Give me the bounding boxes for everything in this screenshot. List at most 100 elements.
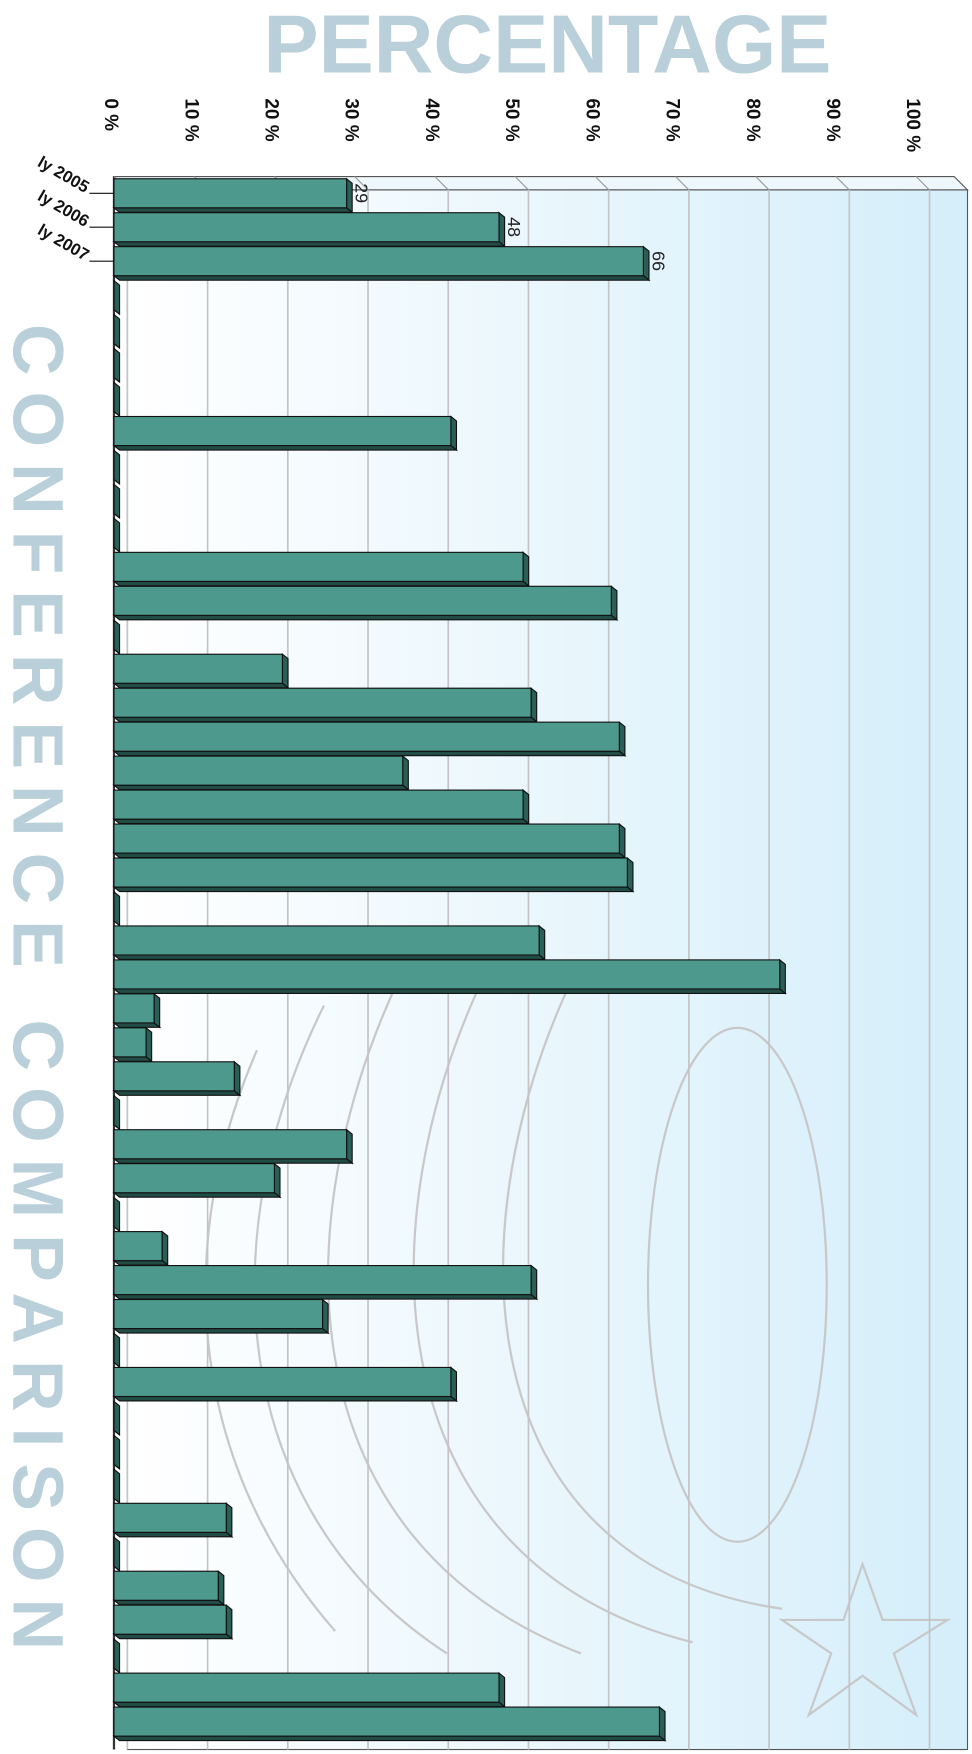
- bar-group: [112, 415, 459, 452]
- bar-bottom: [112, 954, 547, 961]
- bar-bottom: [112, 784, 410, 791]
- bar-side: [113, 1196, 121, 1233]
- bar-group: [112, 1060, 242, 1097]
- bar-bottom: [113, 343, 120, 349]
- bar-bottom: [112, 1701, 507, 1708]
- chart-title: PERCENTAGE: [263, 0, 831, 91]
- bar-group: [113, 1400, 121, 1437]
- bar-bottom: [112, 988, 787, 994]
- bar-side: [538, 924, 546, 961]
- x-tick-label: 40 %: [421, 98, 442, 141]
- bar: [113, 993, 155, 1024]
- bar: [113, 212, 500, 243]
- data-label: 29: [352, 183, 372, 203]
- bar-group: [112, 687, 539, 723]
- bar-bottom: [112, 1531, 234, 1538]
- bar-bottom: [112, 241, 507, 247]
- bar-side: [402, 754, 409, 791]
- bar-side: [522, 788, 530, 825]
- bar-group: [112, 653, 290, 689]
- bar-group: [112, 1230, 170, 1267]
- bar-group: [113, 449, 121, 486]
- bar: [113, 653, 283, 684]
- bar-side: [113, 1434, 121, 1471]
- bar-group: [112, 1671, 507, 1708]
- bar-group: [113, 279, 121, 316]
- bar-group: [113, 347, 121, 384]
- bar-bottom: [112, 750, 627, 757]
- bar-side: [530, 1264, 538, 1301]
- bar-group: [113, 381, 121, 418]
- bar-group: [113, 313, 121, 350]
- bar-group: [112, 754, 410, 791]
- bar: [113, 959, 781, 990]
- bar-group: [112, 585, 619, 621]
- bar-side: [113, 449, 121, 486]
- bar-group: [113, 1094, 121, 1131]
- bar-group: [112, 245, 651, 282]
- bar-bottom: [112, 1633, 234, 1640]
- bar: [113, 687, 532, 718]
- bar-side: [618, 822, 626, 859]
- bar-group: [112, 958, 787, 995]
- bar-bottom: [112, 1395, 459, 1402]
- bar-side: [113, 1400, 121, 1437]
- bar-group: [112, 1298, 330, 1335]
- x-tick-label: 100 %: [902, 98, 923, 152]
- bar-side: [658, 1705, 666, 1742]
- chart-subtitle: CONFERENCE COMPARISON: [0, 324, 77, 1653]
- bar-bottom: [112, 614, 619, 621]
- bar-bottom: [112, 580, 531, 587]
- bar-bottom: [112, 1294, 539, 1300]
- bar: [113, 1570, 219, 1601]
- bar: [113, 789, 524, 820]
- bar: [113, 1265, 532, 1296]
- bar-group: [112, 551, 531, 588]
- bar-side: [161, 1230, 169, 1267]
- bar-group: [112, 211, 507, 248]
- bar-bottom: [112, 818, 531, 825]
- bar-group: [113, 890, 121, 927]
- bar: [113, 721, 620, 752]
- bar-bottom: [112, 207, 354, 213]
- bar-group: [112, 788, 531, 825]
- bar-group: [112, 1162, 282, 1199]
- bar: [113, 1502, 227, 1533]
- x-tick-label: 60 %: [581, 98, 602, 141]
- bar-side: [779, 958, 786, 995]
- bar-side: [113, 381, 121, 418]
- bar-group: [112, 1705, 667, 1742]
- grid-line-top: [514, 176, 529, 191]
- bar-bottom: [112, 682, 290, 689]
- bar-side: [145, 1026, 153, 1063]
- bar-bottom: [112, 852, 627, 859]
- bar: [113, 585, 612, 616]
- data-label: 48: [504, 217, 524, 237]
- bar-group: [113, 1332, 121, 1369]
- bar-side: [522, 551, 530, 588]
- bar-side: [113, 890, 121, 927]
- x-tick-label: 90 %: [822, 98, 843, 141]
- bar-bottom: [113, 309, 120, 315]
- bar-side: [618, 720, 626, 757]
- bar-side: [113, 347, 121, 384]
- bar-bottom: [112, 1056, 154, 1062]
- bar-group: [112, 1026, 154, 1063]
- bar: [113, 551, 524, 582]
- bar-side: [281, 653, 289, 689]
- x-tick-label: 0 %: [100, 98, 121, 131]
- bar-side: [610, 585, 618, 621]
- bar-group: [113, 517, 121, 554]
- bar-side: [113, 1536, 121, 1572]
- bar: [113, 925, 540, 956]
- bar-side: [450, 415, 458, 452]
- bar-bottom: [113, 479, 120, 485]
- bar: [113, 1231, 163, 1262]
- bar: [113, 1604, 227, 1635]
- bar-side: [233, 1060, 241, 1097]
- bar-group: [112, 1570, 226, 1606]
- bar: [113, 1129, 348, 1160]
- bar-group: [112, 1604, 234, 1640]
